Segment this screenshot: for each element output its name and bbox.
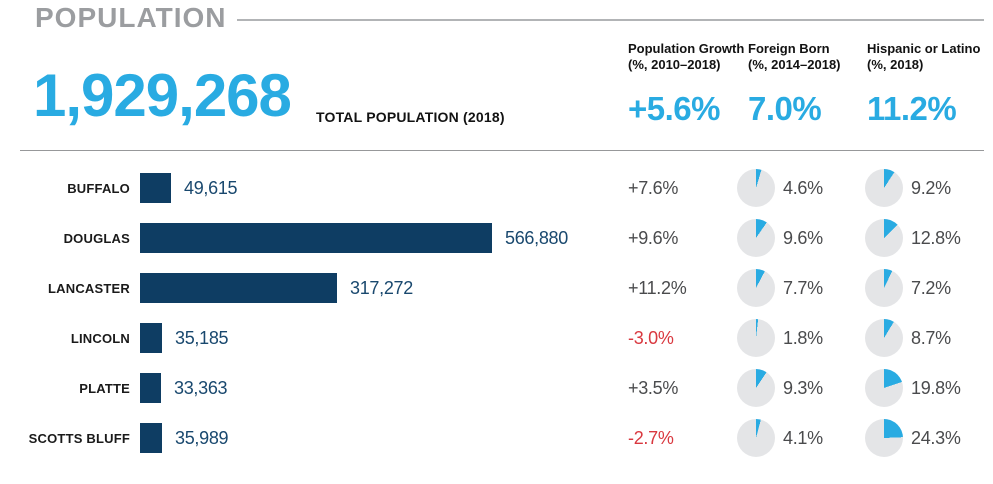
hispanic-value: 8.7% (911, 327, 951, 348)
foreign-born-value: 9.6% (783, 227, 823, 248)
population-value: 35,989 (175, 427, 229, 448)
column-header-population-growth: Population Growth (%, 2010–2018) (628, 41, 744, 73)
foreign-born-value: 9.3% (783, 377, 823, 398)
summary-value-population-growth: +5.6% (628, 90, 721, 127)
column-header-foreign-born: Foreign Born (%, 2014–2018) (748, 41, 841, 73)
hispanic-value: 9.2% (911, 177, 951, 198)
county-row: DOUGLAS 566,880 +9.6% 9.6% 12.8% (0, 213, 993, 263)
total-population-value: 1,929,268 (33, 62, 292, 129)
foreign-born-pie-chart (737, 169, 775, 207)
hispanic-cell: 8.7% (855, 319, 983, 357)
column-header-line2: (%, 2018) (867, 57, 924, 72)
growth-value: +7.6% (628, 177, 679, 198)
growth-value: +3.5% (628, 377, 679, 398)
county-label: PLATTE (79, 380, 130, 396)
foreign-born-cell: 4.1% (727, 419, 855, 457)
county-row: BUFFALO 49,615 +7.6% 4.6% 9.2% (0, 163, 993, 213)
column-header-line1: Hispanic or Latino (867, 41, 981, 56)
population-bar-cell: 566,880 (130, 223, 618, 253)
growth-value: -3.0% (628, 327, 674, 348)
county-rows: BUFFALO 49,615 +7.6% 4.6% 9.2% DOUGLAS 5… (0, 151, 993, 463)
total-population-label: TOTAL POPULATION (2018) (316, 109, 505, 125)
column-header-hispanic: Hispanic or Latino (%, 2018) (867, 41, 980, 73)
hispanic-value: 12.8% (911, 227, 961, 248)
population-bar-cell: 49,615 (130, 173, 618, 203)
county-label: LINCOLN (70, 330, 130, 346)
county-row: PLATTE 33,363 +3.5% 9.3% 19.8% (0, 363, 993, 413)
section-divider (20, 150, 984, 151)
population-value: 317,272 (350, 277, 413, 298)
title-rule-divider (237, 19, 984, 21)
column-header-line2: (%, 2014–2018) (748, 57, 841, 72)
foreign-born-cell: 9.3% (727, 369, 855, 407)
population-bar-cell: 317,272 (130, 273, 618, 303)
summary-column-population-growth: Population Growth (%, 2010–2018) +5.6% (628, 41, 744, 128)
county-row: SCOTTS BLUFF 35,989 -2.7% 4.1% 24.3% (0, 413, 993, 463)
population-bar-cell: 33,363 (130, 373, 618, 403)
county-label: DOUGLAS (63, 230, 130, 246)
hispanic-cell: 9.2% (855, 169, 983, 207)
county-row: LINCOLN 35,185 -3.0% 1.8% 8.7% (0, 313, 993, 363)
population-bar (140, 323, 162, 353)
hispanic-value: 19.8% (911, 377, 961, 398)
hispanic-cell: 7.2% (855, 269, 983, 307)
population-bar-cell: 35,989 (130, 423, 618, 453)
hispanic-pie-chart (865, 269, 903, 307)
hispanic-value: 24.3% (911, 427, 961, 448)
growth-value: -2.7% (628, 427, 674, 448)
population-bar (140, 423, 162, 453)
foreign-born-cell: 4.6% (727, 169, 855, 207)
summary-column-hispanic: Hispanic or Latino (%, 2018) 11.2% (867, 41, 980, 128)
population-bar (140, 373, 161, 403)
hispanic-cell: 12.8% (855, 219, 983, 257)
column-header-line2: (%, 2010–2018) (628, 57, 721, 72)
population-bar (140, 273, 337, 303)
hispanic-pie-chart (865, 319, 903, 357)
hispanic-pie-chart (865, 419, 903, 457)
hispanic-pie-chart (865, 369, 903, 407)
population-value: 566,880 (505, 227, 568, 248)
population-bar (140, 173, 171, 203)
population-value: 35,185 (175, 327, 229, 348)
hispanic-value: 7.2% (911, 277, 951, 298)
hispanic-cell: 19.8% (855, 369, 983, 407)
foreign-born-pie-chart (737, 419, 775, 457)
foreign-born-value: 4.1% (783, 427, 823, 448)
column-header-line1: Foreign Born (748, 41, 830, 56)
summary-column-foreign-born: Foreign Born (%, 2014–2018) 7.0% (748, 41, 841, 128)
county-label: LANCASTER (48, 280, 130, 296)
foreign-born-cell: 9.6% (727, 219, 855, 257)
hispanic-pie-chart (865, 169, 903, 207)
foreign-born-pie-chart (737, 319, 775, 357)
county-label: SCOTTS BLUFF (28, 430, 130, 446)
foreign-born-cell: 1.8% (727, 319, 855, 357)
column-header-line1: Population Growth (628, 41, 745, 56)
summary-value-foreign-born: 7.0% (748, 90, 822, 127)
population-value: 33,363 (174, 377, 228, 398)
foreign-born-value: 4.6% (783, 177, 823, 198)
population-value: 49,615 (184, 177, 238, 198)
foreign-born-pie-chart (737, 369, 775, 407)
foreign-born-cell: 7.7% (727, 269, 855, 307)
page-title: POPULATION (35, 2, 227, 33)
hispanic-cell: 24.3% (855, 419, 983, 457)
growth-value: +11.2% (628, 277, 687, 298)
foreign-born-pie-chart (737, 269, 775, 307)
summary-value-hispanic: 11.2% (867, 90, 957, 127)
population-bar (140, 223, 492, 253)
foreign-born-pie-chart (737, 219, 775, 257)
county-row: LANCASTER 317,272 +11.2% 7.7% 7.2% (0, 263, 993, 313)
population-bar-cell: 35,185 (130, 323, 618, 353)
foreign-born-value: 7.7% (783, 277, 823, 298)
hispanic-pie-chart (865, 219, 903, 257)
growth-value: +9.6% (628, 227, 679, 248)
foreign-born-value: 1.8% (783, 327, 823, 348)
county-label: BUFFALO (67, 180, 130, 196)
